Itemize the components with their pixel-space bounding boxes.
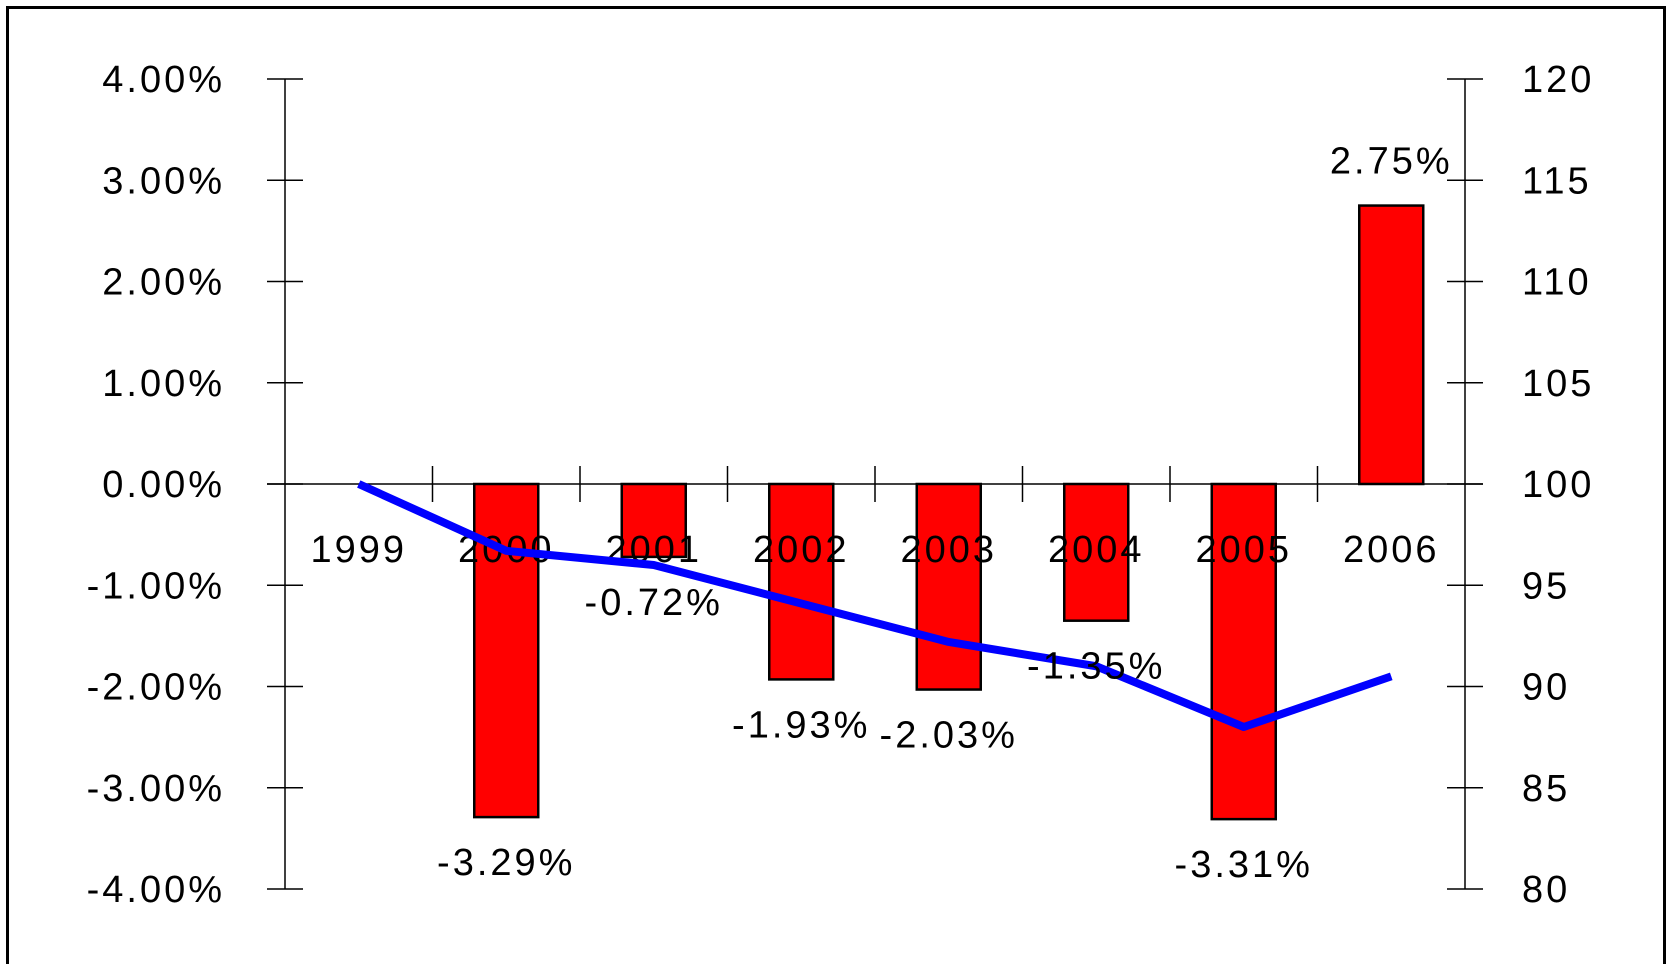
y-left-tick-label: 4.00%: [102, 59, 225, 101]
bar-2004: [1063, 482, 1130, 622]
x-tick-label-2005: 2005: [1195, 529, 1292, 571]
line-layer: [357, 480, 1393, 731]
bar-data-label-2006: 2.75%: [1330, 141, 1453, 183]
y-right-tick-label: 100: [1522, 464, 1594, 506]
bar-data-label-2002: -1.93%: [732, 704, 870, 746]
y-right-tick-label: 85: [1522, 768, 1570, 810]
y-left-tick-label: 1.00%: [102, 363, 225, 405]
bar-2001: [620, 482, 687, 559]
x-tick-label-1999: 1999: [310, 529, 407, 571]
bar-data-label-2003: -2.03%: [880, 715, 1018, 757]
bar-2006: [1358, 204, 1425, 486]
bar-2002: [768, 482, 835, 681]
y-right-tick-label: 120: [1522, 59, 1594, 101]
y-left-tick-label: -4.00%: [87, 869, 225, 911]
bar-data-label-2004: -1.35%: [1027, 646, 1165, 688]
y-right-tick-label: 80: [1522, 869, 1570, 911]
bar-data-label-2000: -3.29%: [437, 842, 575, 884]
y-left-tick-label: -1.00%: [87, 565, 225, 607]
bar-data-label-2005: -3.31%: [1175, 844, 1313, 886]
x-tick-label-2003: 2003: [900, 529, 997, 571]
y-right-tick-label: 90: [1522, 667, 1570, 709]
x-tick-label-2002: 2002: [753, 529, 850, 571]
bar-2003: [915, 482, 982, 691]
x-tick-label-2004: 2004: [1048, 529, 1145, 571]
bar-2005: [1210, 482, 1277, 821]
index-line: [357, 480, 1393, 731]
y-left-tick-label: -3.00%: [87, 768, 225, 810]
bar-data-label-2001: -0.72%: [585, 582, 723, 624]
x-tick-label-2006: 2006: [1343, 529, 1440, 571]
labels-layer: 4.00% 3.00% 2.00% 1.00% 0.00% -1.00% -2.00% -3.…: [87, 59, 1594, 911]
y-right-tick-label: 110: [1522, 262, 1592, 304]
axes-layer: [267, 78, 1483, 890]
y-left-tick-label: 0.00%: [102, 464, 225, 506]
bars-layer: 1999 2000 2001 2002 2003 2004 2005 2006: [310, 204, 1440, 821]
y-right-tick-label: 115: [1522, 160, 1592, 202]
y-right-tick-label: 95: [1522, 565, 1570, 607]
y-right-tick-label: 105: [1522, 363, 1594, 405]
y-left-tick-label: 2.00%: [102, 262, 225, 304]
y-left-tick-label: 3.00%: [102, 160, 225, 202]
y-left-tick-label: -2.00%: [87, 667, 225, 709]
